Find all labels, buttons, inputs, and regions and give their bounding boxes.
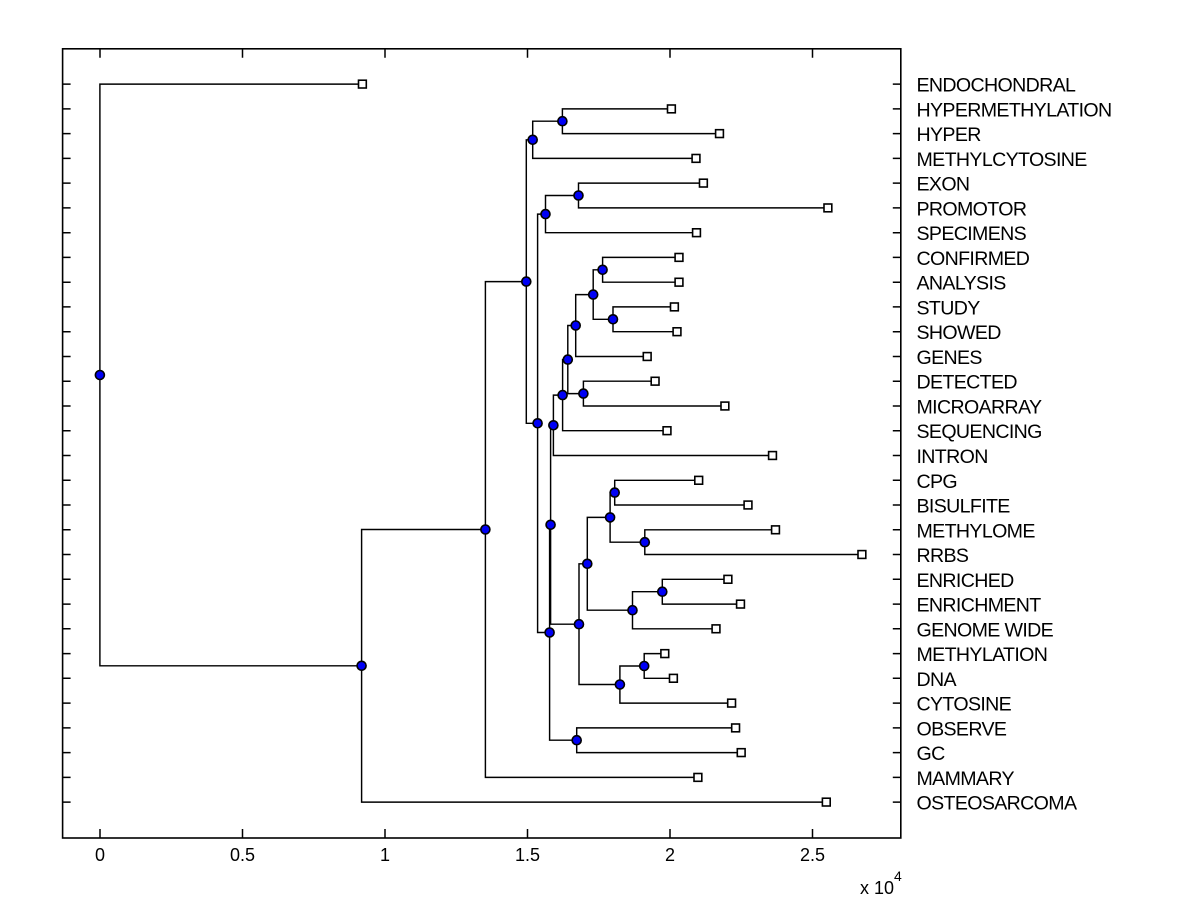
svg-text:1: 1 (380, 845, 390, 865)
svg-text:ENDOCHONDRAL: ENDOCHONDRAL (917, 75, 1077, 97)
svg-text:0: 0 (95, 845, 105, 865)
svg-text:DNA: DNA (917, 669, 958, 691)
svg-text:x 10: x 10 (860, 878, 894, 898)
svg-text:GENOME WIDE: GENOME WIDE (917, 619, 1054, 641)
svg-text:OBSERVE: OBSERVE (917, 718, 1007, 740)
svg-text:ANALYSIS: ANALYSIS (917, 273, 1007, 295)
svg-text:4: 4 (894, 868, 902, 884)
svg-text:CPG: CPG (917, 471, 958, 493)
svg-text:DETECTED: DETECTED (917, 372, 1018, 394)
svg-text:METHYLATION: METHYLATION (917, 644, 1048, 666)
svg-text:CONFIRMED: CONFIRMED (917, 248, 1030, 270)
svg-text:ENRICHMENT: ENRICHMENT (917, 595, 1042, 617)
svg-text:INTRON: INTRON (917, 446, 988, 468)
svg-text:2.5: 2.5 (800, 845, 825, 865)
svg-text:BISULFITE: BISULFITE (917, 496, 1011, 518)
svg-text:METHYLOME: METHYLOME (917, 520, 1036, 542)
svg-text:2: 2 (665, 845, 675, 865)
svg-text:SEQUENCING: SEQUENCING (917, 421, 1042, 443)
svg-text:SHOWED: SHOWED (917, 322, 1002, 344)
svg-text:HYPERMETHYLATION: HYPERMETHYLATION (917, 99, 1112, 121)
svg-text:METHYLCYTOSINE: METHYLCYTOSINE (917, 149, 1088, 171)
svg-text:EXON: EXON (917, 174, 970, 196)
svg-text:RRBS: RRBS (917, 545, 969, 567)
svg-text:1.5: 1.5 (515, 845, 540, 865)
svg-text:PROMOTOR: PROMOTOR (917, 198, 1027, 220)
svg-text:0.5: 0.5 (230, 845, 255, 865)
svg-text:OSTEOSARCOMA: OSTEOSARCOMA (917, 793, 1078, 815)
svg-text:MAMMARY: MAMMARY (917, 768, 1015, 790)
svg-text:GENES: GENES (917, 347, 983, 369)
svg-text:HYPER: HYPER (917, 124, 982, 146)
svg-text:SPECIMENS: SPECIMENS (917, 223, 1027, 245)
svg-text:STUDY: STUDY (917, 297, 981, 319)
svg-text:GC: GC (917, 743, 946, 765)
svg-text:ENRICHED: ENRICHED (917, 570, 1015, 592)
svg-text:CYTOSINE: CYTOSINE (917, 694, 1012, 716)
svg-text:MICROARRAY: MICROARRAY (917, 397, 1042, 419)
